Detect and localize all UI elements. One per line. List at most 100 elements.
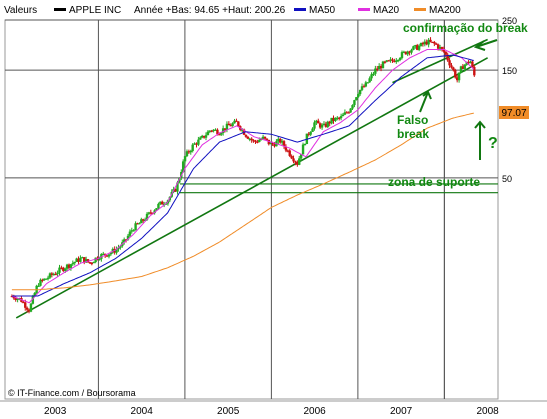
candle-body [408,51,411,53]
x-axis: 2003 2004 2005 2006 2007 2008 [0,400,547,417]
candle-body [417,46,421,50]
candle-body [240,129,244,131]
legend-swatch [54,8,66,11]
candle-body [324,123,328,127]
candle-body [377,65,381,70]
candle-body [258,139,261,143]
candle-body [303,144,307,146]
candle-body [357,94,360,98]
candle-body [425,41,428,45]
candle-body [159,201,162,204]
candle-body [202,135,206,138]
candle-body [216,129,219,135]
candle-body [332,117,335,121]
annotation-question: ? [488,135,498,152]
support-zone [180,183,498,194]
candle-body [212,129,215,131]
candle-body [410,49,413,53]
candle-body [138,223,141,225]
candle-body [398,57,402,60]
legend-entry: APPLE INC [69,5,121,16]
candle-body [412,46,415,50]
candle-body [46,277,50,279]
candle-body [294,161,297,163]
candle-body [29,303,33,312]
ma-line-ma200 [11,112,474,291]
candle-body [355,97,358,101]
candle-body [280,141,284,143]
credit-text: © IT-Finance.com / Boursorama [8,388,136,398]
arrow-question [474,120,486,160]
candle-body [444,51,447,55]
candle-body [86,259,90,263]
candle-body [349,108,352,113]
candle-body [252,140,255,142]
candle-body [455,77,459,81]
candle-body [65,264,69,269]
candle-body [256,141,259,143]
candle-body [360,86,364,90]
candle-body [199,137,202,140]
candle-body [343,112,347,115]
candle-body [433,41,436,44]
candle-body [69,264,73,268]
candle-body [383,61,387,63]
moving-averages [11,49,475,304]
y-tick-label: 50 [502,174,512,184]
candle-body [189,150,192,153]
candle-body [41,279,44,282]
candle-body [128,231,132,236]
candle-body [176,182,179,192]
candle-body [183,156,187,162]
candle-body [126,235,130,240]
candle-body [326,121,329,127]
candle-body [39,279,42,286]
candle-body [339,116,343,119]
candle-body [440,47,444,49]
candle-body [374,68,377,74]
candle-body [261,136,265,139]
candle-body [92,262,95,264]
candle-body [63,268,67,271]
candle-body [157,203,160,209]
candle-body [130,230,133,232]
candle-body [155,208,158,211]
last-price-label: 97.07 [501,108,526,119]
candle-body [414,45,417,47]
candle-body [181,161,185,173]
candle-body [265,138,269,140]
candle-body [225,123,229,130]
grid-lines [5,19,498,399]
candle-body [279,138,282,143]
x-tick-label: 2008 [476,406,499,417]
candle-body [345,112,349,114]
candle-body [117,247,120,250]
candle-body [277,138,280,142]
candle-body [229,125,232,127]
candle-body [463,64,466,69]
plot-area [4,19,499,400]
candle-body [318,123,322,128]
candle-body [450,65,453,68]
candle-body [448,60,451,66]
candle-body [84,259,88,263]
candle-body [322,123,326,125]
candle-body [44,278,48,280]
candle-body [351,105,354,109]
candle-body [16,298,19,300]
candle-body [223,128,227,130]
candle-body [140,219,143,224]
candle-body [206,131,210,136]
candle-body [423,41,427,45]
candle-body [366,82,369,84]
candle-body [358,89,362,95]
candle-body [143,219,147,221]
candle-body [227,123,231,126]
candle-body [461,66,465,69]
x-tick-label: 2007 [390,406,413,417]
candle-body [221,128,225,134]
candle-body [317,120,320,124]
candle-body [330,117,333,124]
candle-body [79,257,82,262]
